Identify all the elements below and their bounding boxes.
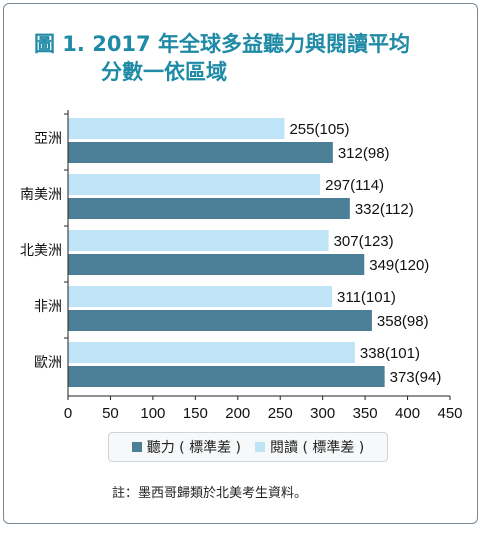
legend-item-listening: 聽力 ( 標準差 ) (131, 437, 241, 457)
bar-reading-2 (68, 230, 329, 251)
data-label-reading-4: 338(101) (360, 345, 420, 362)
data-label-listening-2: 349(120) (369, 257, 429, 274)
x-tick-label-3: 150 (183, 405, 208, 422)
category-label-4: 歐洲 (34, 354, 62, 370)
bar-reading-1 (68, 174, 321, 195)
x-tick-label-6: 300 (310, 405, 335, 422)
category-label-1: 南美洲 (20, 186, 62, 202)
bar-listening-1 (68, 198, 350, 219)
category-label-0: 亞洲 (34, 130, 62, 146)
chart-title-line2: 分數一依區域 (101, 60, 227, 84)
chart-title-line1: 圖 1. 2017 年全球多益聽力與閱讀平均 (34, 32, 410, 56)
data-label-listening-1: 332(112) (355, 201, 414, 218)
data-label-reading-3: 311(101) (337, 289, 396, 306)
data-label-reading-0: 255(105) (289, 121, 349, 138)
data-label-listening-4: 373(94) (390, 369, 442, 386)
data-label-listening-3: 358(98) (377, 313, 429, 330)
x-tick-label-4: 200 (225, 405, 250, 422)
x-tick-label-1: 50 (102, 405, 119, 422)
x-tick-label-0: 0 (64, 405, 72, 422)
category-label-2: 北美洲 (20, 242, 62, 258)
x-tick-label-5: 250 (268, 405, 293, 422)
x-tick-label-2: 100 (140, 405, 165, 422)
x-tick-label-9: 450 (437, 405, 462, 422)
footnote: 註：墨西哥歸類於北美考生資料。 (112, 486, 308, 501)
bar-reading-3 (68, 286, 333, 307)
bar-listening-2 (68, 254, 365, 275)
bar-listening-3 (68, 310, 372, 331)
legend-label-listening: 聽力 ( 標準差 ) (146, 440, 241, 456)
legend-item-reading: 閱讀 ( 標準差 ) (255, 437, 364, 457)
legend-swatch-listening (131, 442, 142, 452)
legend-swatch-reading (255, 442, 265, 452)
legend-label-reading: 閱讀 ( 標準差 ) (270, 440, 365, 456)
x-tick-label-7: 350 (353, 405, 378, 422)
chart-title: 圖 1. 2017 年全球多益聽力與閱讀平均 分數一依區域 (34, 30, 474, 86)
data-label-reading-1: 297(114) (325, 177, 384, 194)
x-tick-label-8: 400 (395, 405, 420, 422)
bar-reading-4 (68, 342, 355, 363)
data-label-reading-2: 307(123) (334, 233, 394, 250)
bar-reading-0 (68, 118, 285, 139)
data-label-listening-0: 312(98) (338, 145, 390, 162)
chart-legend: 聽力 ( 標準差 ) 閱讀 ( 標準差 ) (108, 432, 388, 462)
category-label-3: 非洲 (34, 298, 62, 314)
bar-listening-4 (68, 366, 385, 387)
bar-listening-0 (68, 142, 333, 163)
